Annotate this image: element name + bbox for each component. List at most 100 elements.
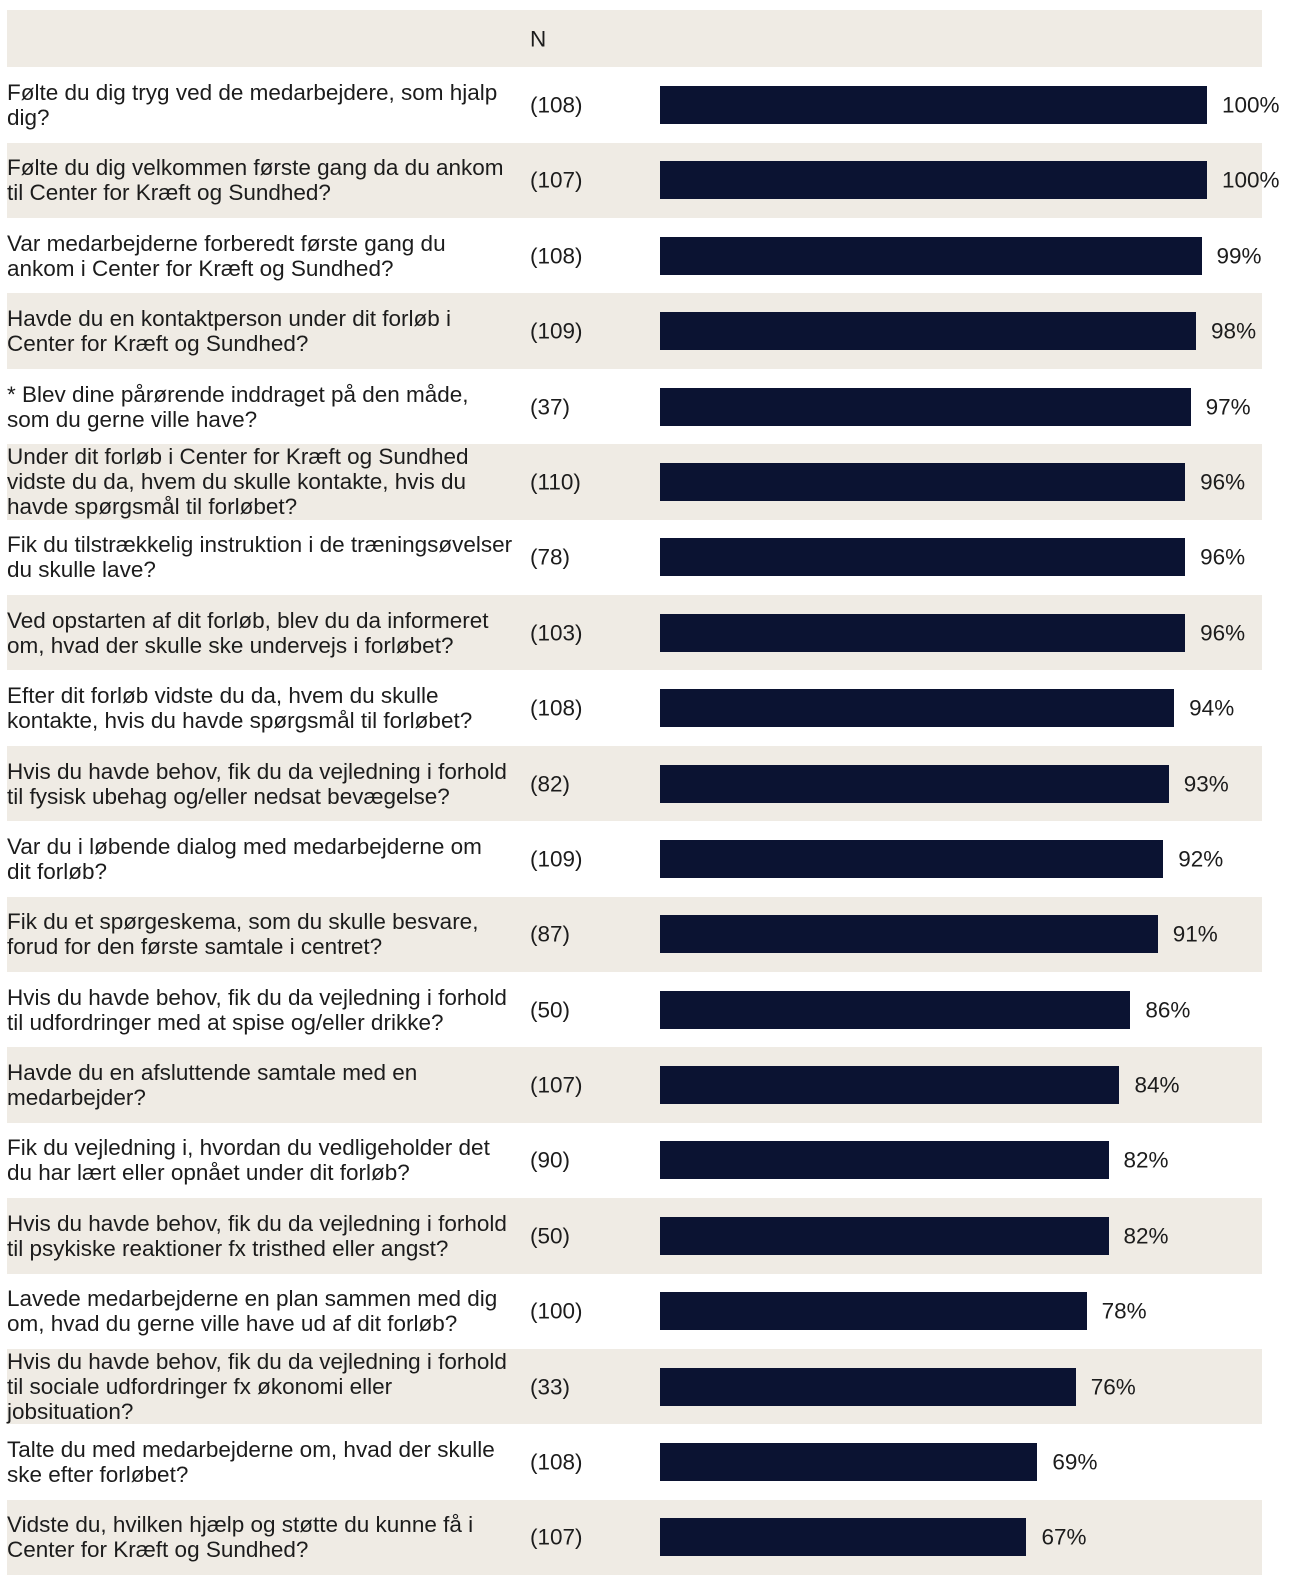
n-value: (50) xyxy=(530,1223,571,1249)
bar xyxy=(660,1216,1109,1255)
question-label: Følte du dig tryg ved de medarbejdere, s… xyxy=(7,79,498,130)
chart-row: Fik du et spørgeskema, som du skulle bes… xyxy=(7,896,1262,972)
n-value: (37) xyxy=(530,394,571,420)
bar-value-label: 67% xyxy=(1041,1524,1087,1550)
bar xyxy=(660,387,1191,426)
bar xyxy=(660,839,1164,878)
chart-row: Under dit forløb i Center for Kræft og S… xyxy=(7,444,1262,520)
chart-row: Hvis du havde behov, fik du da vejlednin… xyxy=(7,745,1262,822)
bar xyxy=(660,1066,1120,1105)
bar-value-label: 82% xyxy=(1123,1223,1169,1249)
bar xyxy=(660,689,1175,728)
question-label: * Blev dine pårørende inddraget på den m… xyxy=(7,381,469,432)
bar xyxy=(660,1141,1109,1180)
bar-value-label: 98% xyxy=(1211,318,1257,344)
question-label: Hvis du havde behov, fik du da vejlednin… xyxy=(7,1349,507,1425)
bar xyxy=(660,85,1207,124)
bar-value-label: 93% xyxy=(1183,771,1229,796)
question-label: Hvis du havde behov, fik du da vejlednin… xyxy=(7,1210,507,1261)
bar-value-label: 96% xyxy=(1200,544,1246,570)
bar-value-label: 84% xyxy=(1134,1072,1180,1098)
n-value: (108) xyxy=(530,695,583,721)
bar xyxy=(660,764,1169,803)
bar xyxy=(660,1292,1087,1331)
bar-value-label: 91% xyxy=(1172,921,1218,947)
n-value: (110) xyxy=(530,469,581,495)
n-value: (103) xyxy=(530,620,583,646)
question-label: Talte du med medarbejderne om, hvad der … xyxy=(7,1437,495,1488)
n-value: (90) xyxy=(530,1147,571,1173)
table-header: N xyxy=(7,10,1262,67)
n-column-header: N xyxy=(530,26,547,51)
n-value: (108) xyxy=(530,92,583,118)
chart-row: Efter dit forløb vidste du da, hvem du s… xyxy=(7,670,1262,745)
bar-value-label: 78% xyxy=(1101,1298,1147,1324)
n-value: (107) xyxy=(530,167,583,193)
question-label: Var medarbejderne forberedt første gang … xyxy=(7,230,446,281)
bar xyxy=(660,613,1186,652)
question-label: Fik du et spørgeskema, som du skulle bes… xyxy=(7,909,479,960)
bar xyxy=(660,915,1158,954)
chart-row: Lavede medarbejderne en plan sammen med … xyxy=(7,1274,1262,1349)
question-label: Fik du vejledning i, hvordan du vedligeh… xyxy=(7,1135,490,1186)
bar-value-label: 92% xyxy=(1178,846,1224,872)
chart-rows: Følte du dig tryg ved de medarbejdere, s… xyxy=(7,67,1280,1576)
bar xyxy=(660,161,1207,200)
chart-row: Var medarbejderne forberedt første gang … xyxy=(7,218,1262,293)
question-label: Lavede medarbejderne en plan sammen med … xyxy=(7,1286,498,1337)
bar-value-label: 69% xyxy=(1052,1449,1098,1475)
chart-row: Havde du en afsluttende samtale med en m… xyxy=(7,1047,1262,1123)
n-value: (107) xyxy=(530,1072,583,1098)
question-label: Ved opstarten af dit forløb, blev du da … xyxy=(7,607,489,658)
n-value: (109) xyxy=(530,318,583,344)
bar-value-label: 99% xyxy=(1216,243,1262,269)
bar xyxy=(660,236,1202,275)
chart-row: Hvis du havde behov, fik du da vejlednin… xyxy=(7,1198,1262,1274)
question-label: Vidste du, hvilken hjælp og støtte du ku… xyxy=(7,1512,474,1563)
question-label: Fik du tilstrækkelig instruktion i de tr… xyxy=(7,532,513,583)
chart-row: Fik du vejledning i, hvordan du vedligeh… xyxy=(7,1123,1262,1198)
bar-value-label: 86% xyxy=(1145,997,1191,1023)
question-label: Hvis du havde behov, fik du da vejlednin… xyxy=(7,758,507,809)
bar-value-label: 100% xyxy=(1222,167,1280,193)
n-value: (82) xyxy=(530,771,571,796)
bar xyxy=(660,990,1131,1029)
bar-value-label: 76% xyxy=(1090,1374,1136,1400)
chart-row: Ved opstarten af dit forløb, blev du da … xyxy=(7,595,1262,671)
n-value: (108) xyxy=(530,243,583,269)
bar xyxy=(660,1443,1038,1482)
question-label: Var du i løbende dialog med medarbejdern… xyxy=(7,833,482,884)
bar-value-label: 96% xyxy=(1200,620,1246,646)
chart-row: Hvis du havde behov, fik du da vejlednin… xyxy=(7,972,1262,1047)
n-value: (108) xyxy=(530,1449,583,1475)
bar xyxy=(660,462,1186,501)
n-value: (107) xyxy=(530,1524,583,1550)
n-value: (100) xyxy=(530,1298,583,1324)
question-label: Havde du en kontaktperson under dit forl… xyxy=(7,306,452,357)
bar-value-label: 94% xyxy=(1189,695,1235,721)
question-label: Efter dit forløb vidste du da, hvem du s… xyxy=(7,683,473,734)
bar-value-label: 96% xyxy=(1200,469,1246,495)
bar xyxy=(660,1367,1076,1406)
question-label: Hvis du havde behov, fik du da vejlednin… xyxy=(7,984,507,1035)
chart-row: Vidste du, hvilken hjælp og støtte du ku… xyxy=(7,1499,1262,1576)
question-label: Følte du dig velkommen første gang da du… xyxy=(7,155,504,206)
bar-value-label: 97% xyxy=(1205,394,1251,420)
chart-row: Følte du dig velkommen første gang da du… xyxy=(7,142,1280,219)
bar xyxy=(660,538,1186,577)
question-label: Havde du en afsluttende samtale med en m… xyxy=(7,1060,418,1111)
chart-row: Fik du tilstrækkelig instruktion i de tr… xyxy=(7,520,1262,595)
chart-row: * Blev dine pårørende inddraget på den m… xyxy=(7,369,1262,444)
n-value: (78) xyxy=(530,544,571,570)
n-value: (109) xyxy=(530,846,583,872)
bar-value-label: 82% xyxy=(1123,1147,1169,1173)
chart-row: Talte du med medarbejderne om, hvad der … xyxy=(7,1424,1262,1499)
question-label: Under dit forløb i Center for Kræft og S… xyxy=(7,444,469,520)
n-value: (87) xyxy=(530,921,571,947)
n-value: (50) xyxy=(530,997,571,1023)
chart-row: Hvis du havde behov, fik du da vejlednin… xyxy=(7,1348,1262,1425)
chart-row: Følte du dig tryg ved de medarbejdere, s… xyxy=(7,67,1280,142)
bar-value-label: 100% xyxy=(1222,92,1280,118)
chart-row: Var du i løbende dialog med medarbejdern… xyxy=(7,821,1262,896)
n-value: (33) xyxy=(530,1374,571,1400)
